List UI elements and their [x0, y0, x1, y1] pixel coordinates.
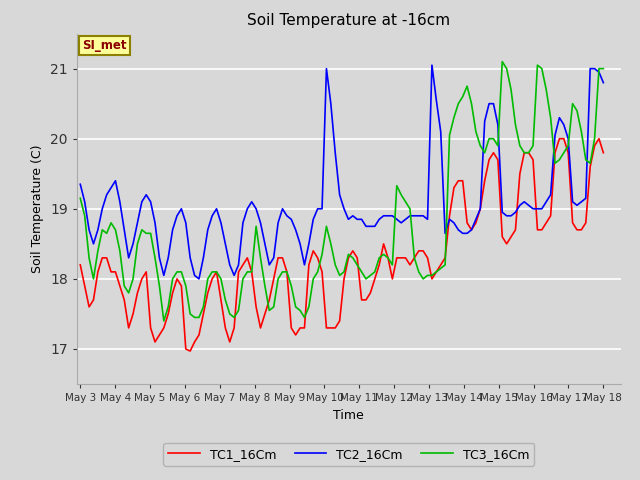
- TC1_16Cm: [191, 339, 198, 345]
- Text: SI_met: SI_met: [82, 39, 127, 52]
- TC2_16Cm: [195, 276, 203, 282]
- TC3_16Cm: [591, 136, 598, 142]
- TC1_16Cm: [591, 143, 598, 149]
- X-axis label: Time: Time: [333, 408, 364, 421]
- TC2_16Cm: [76, 181, 84, 187]
- TC3_16Cm: [160, 318, 168, 324]
- Line: TC1_16Cm: TC1_16Cm: [80, 139, 604, 351]
- TC3_16Cm: [494, 143, 502, 149]
- TC2_16Cm: [600, 80, 607, 85]
- TC1_16Cm: [221, 325, 229, 331]
- TC3_16Cm: [191, 314, 198, 320]
- TC3_16Cm: [442, 262, 449, 268]
- TC2_16Cm: [428, 62, 436, 68]
- TC2_16Cm: [371, 223, 379, 229]
- TC1_16Cm: [494, 157, 502, 163]
- TC1_16Cm: [76, 262, 84, 268]
- TC3_16Cm: [499, 59, 506, 64]
- TC2_16Cm: [445, 216, 453, 222]
- Line: TC3_16Cm: TC3_16Cm: [80, 61, 604, 321]
- TC3_16Cm: [76, 195, 84, 201]
- TC1_16Cm: [371, 276, 379, 282]
- TC1_16Cm: [600, 150, 607, 156]
- TC2_16Cm: [221, 241, 229, 247]
- Title: Soil Temperature at -16cm: Soil Temperature at -16cm: [247, 13, 451, 28]
- Y-axis label: Soil Temperature (C): Soil Temperature (C): [31, 144, 44, 273]
- TC2_16Cm: [591, 66, 598, 72]
- TC3_16Cm: [371, 269, 379, 275]
- TC3_16Cm: [221, 297, 229, 303]
- TC1_16Cm: [186, 348, 194, 354]
- Line: TC2_16Cm: TC2_16Cm: [80, 65, 604, 279]
- TC2_16Cm: [499, 209, 506, 215]
- TC2_16Cm: [186, 255, 194, 261]
- TC1_16Cm: [442, 255, 449, 261]
- Legend: TC1_16Cm, TC2_16Cm, TC3_16Cm: TC1_16Cm, TC2_16Cm, TC3_16Cm: [163, 443, 534, 466]
- TC3_16Cm: [600, 66, 607, 72]
- TC1_16Cm: [556, 136, 563, 142]
